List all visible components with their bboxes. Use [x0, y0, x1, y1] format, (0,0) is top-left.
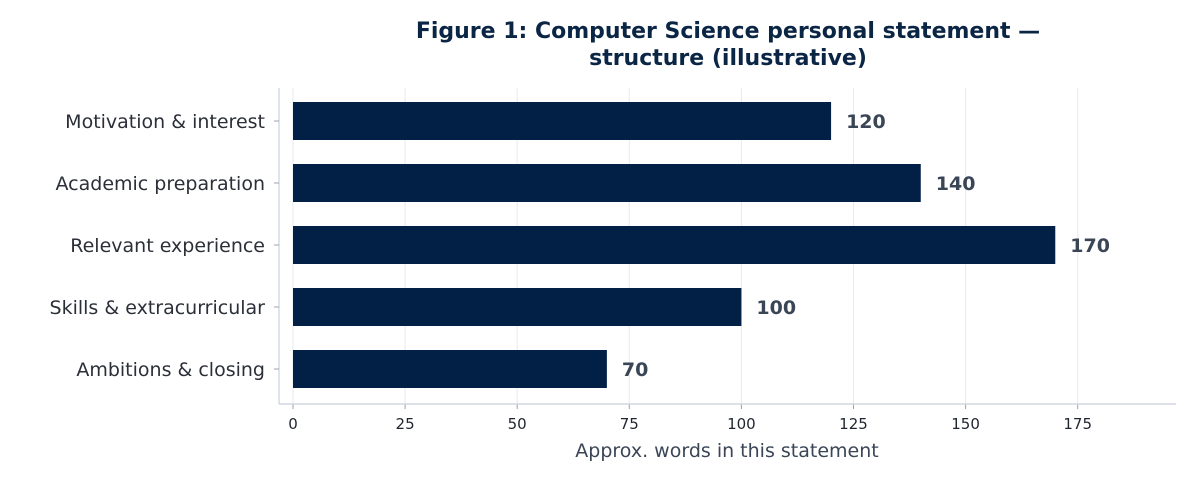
- labels: 0 25 50 75 100 125 150 175 Motivation & interest…: [50, 111, 1110, 433]
- category-label: Academic preparation: [56, 173, 265, 195]
- value-label: 140: [936, 173, 976, 195]
- x-axis-title: Approx. words in this statement: [575, 440, 878, 462]
- x-tick-label: 175: [1063, 415, 1092, 433]
- bar: [293, 164, 921, 202]
- bar: [293, 350, 607, 388]
- category-label: Motivation & interest: [65, 111, 265, 133]
- bar: [293, 288, 742, 326]
- value-label: 120: [846, 111, 886, 133]
- x-tick-label: 100: [727, 415, 756, 433]
- x-tick-label: 75: [620, 415, 639, 433]
- chart-title-line-1: Figure 1: Computer Science personal stat…: [416, 19, 1040, 44]
- x-tick-label: 0: [288, 415, 298, 433]
- category-label: Ambitions & closing: [76, 359, 265, 381]
- x-tick-label: 125: [839, 415, 868, 433]
- bars: [293, 102, 1056, 388]
- x-tick-label: 150: [951, 415, 980, 433]
- value-label: 70: [622, 359, 648, 381]
- x-tick-label: 25: [396, 415, 415, 433]
- category-label: Skills & extracurricular: [50, 297, 266, 319]
- bar: [293, 102, 832, 140]
- value-label: 170: [1070, 235, 1110, 257]
- value-label: 100: [756, 297, 796, 319]
- bar: [293, 226, 1056, 264]
- x-tick-label: 50: [508, 415, 527, 433]
- axes: [274, 88, 1176, 409]
- category-label: Relevant experience: [70, 235, 265, 257]
- chart-title-line-2: structure (illustrative): [589, 46, 867, 71]
